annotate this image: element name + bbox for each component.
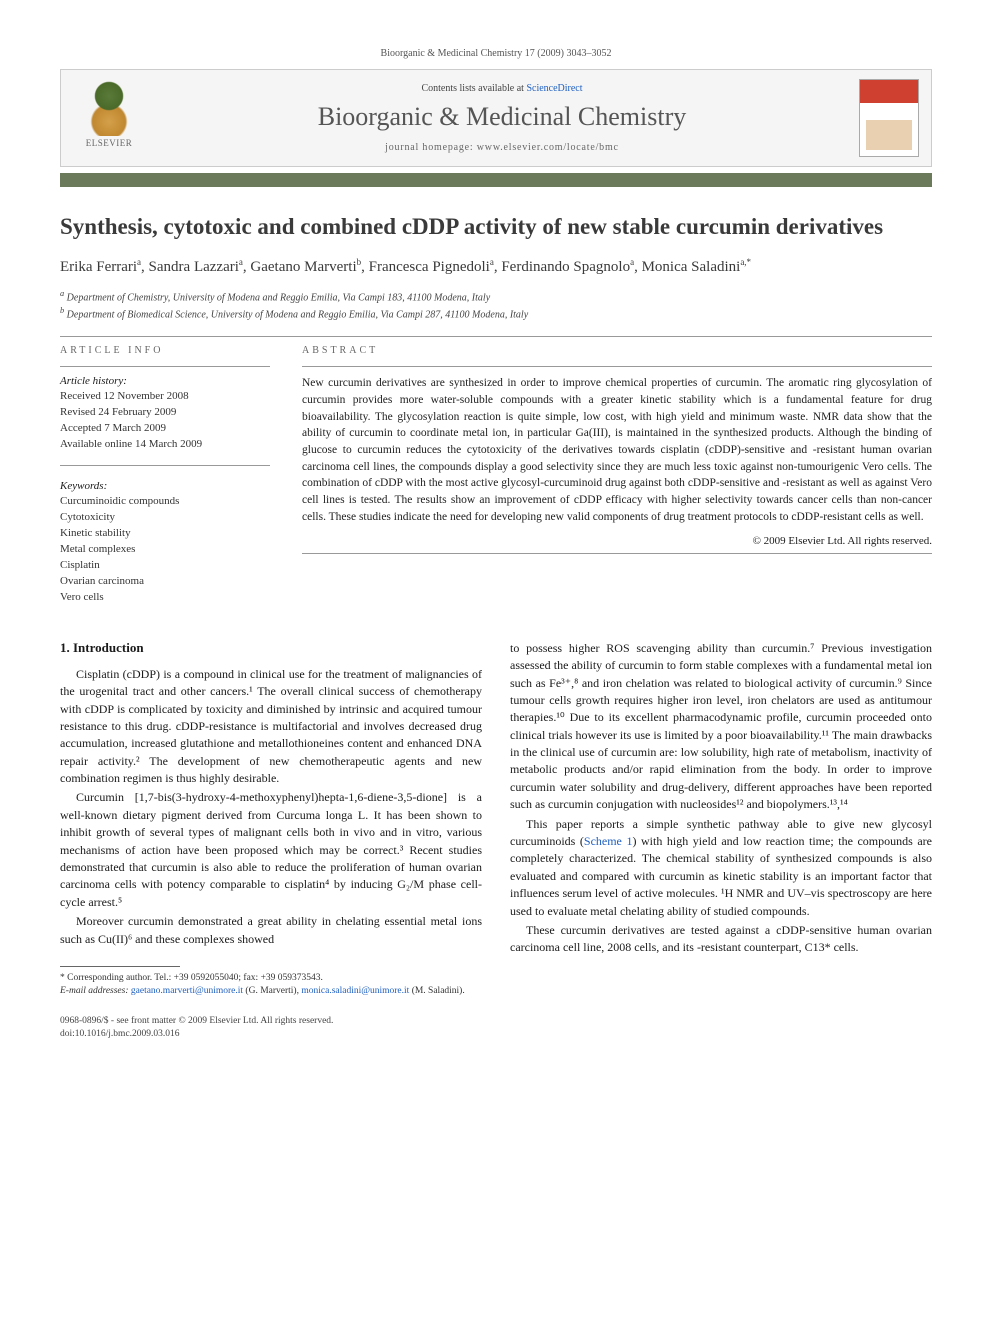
contents-prefix: Contents lists available at [421, 83, 526, 94]
abstract-copyright: © 2009 Elsevier Ltd. All rights reserved… [302, 535, 932, 547]
author-list: Erika Ferraria, Sandra Lazzaria, Gaetano… [60, 256, 932, 278]
journal-homepage-line: journal homepage: www.elsevier.com/locat… [161, 142, 843, 153]
keyword-item: Cisplatin [60, 558, 270, 574]
journal-name: Bioorganic & Medicinal Chemistry [161, 102, 843, 132]
intro-para-6: These curcumin derivatives are tested ag… [510, 922, 932, 957]
keywords-label: Keywords: [60, 480, 270, 492]
elsevier-tree-icon [85, 88, 133, 136]
journal-cover-thumbnail [859, 79, 919, 157]
email-who-1: (G. Marverti), [243, 986, 301, 996]
email-addresses-line: E-mail addresses: gaetano.marverti@unimo… [60, 985, 482, 998]
journal-banner: ELSEVIER Contents lists available at Sci… [60, 69, 932, 167]
keyword-item: Metal complexes [60, 542, 270, 558]
scheme-1-link[interactable]: Scheme 1 [584, 834, 633, 848]
running-header: Bioorganic & Medicinal Chemistry 17 (200… [60, 48, 932, 59]
article-history-label: Article history: [60, 375, 270, 387]
front-matter-line: 0968-0896/$ - see front matter © 2009 El… [60, 1015, 482, 1028]
keyword-item: Curcuminoidic compounds [60, 494, 270, 510]
homepage-prefix: journal homepage: [385, 142, 477, 153]
separator-rule [60, 336, 932, 337]
keyword-item: Vero cells [60, 590, 270, 606]
keyword-item: Kinetic stability [60, 526, 270, 542]
email-link-saladini[interactable]: monica.saladini@unimore.it [301, 986, 409, 996]
email-link-marverti[interactable]: gaetano.marverti@unimore.it [131, 986, 243, 996]
section-1-heading: 1. Introduction [60, 640, 482, 656]
abstract-text: New curcumin derivatives are synthesized… [302, 375, 932, 525]
doi-line: doi:10.1016/j.bmc.2009.03.016 [60, 1028, 482, 1041]
abstract-label: ABSTRACT [302, 345, 932, 356]
intro-para-1: Cisplatin (cDDP) is a compound in clinic… [60, 666, 482, 788]
article-title: Synthesis, cytotoxic and combined cDDP a… [60, 213, 932, 242]
color-bar [60, 173, 932, 187]
intro-para-5: This paper reports a simple synthetic pa… [510, 816, 932, 920]
keyword-item: Ovarian carcinoma [60, 574, 270, 590]
keyword-item: Cytotoxicity [60, 510, 270, 526]
footer-copyright-line: 0968-0896/$ - see front matter © 2009 El… [60, 1015, 482, 1042]
intro-para-2: Curcumin [1,7-bis(3-hydroxy-4-methoxyphe… [60, 789, 482, 911]
history-accepted: Accepted 7 March 2009 [60, 421, 270, 437]
homepage-url[interactable]: www.elsevier.com/locate/bmc [477, 142, 619, 153]
affiliations: a Department of Chemistry, University of… [60, 288, 932, 323]
affiliation-a: a Department of Chemistry, University of… [60, 288, 932, 305]
affiliation-b: b Department of Biomedical Science, Univ… [60, 305, 932, 322]
history-received: Received 12 November 2008 [60, 389, 270, 405]
intro-para-3: Moreover curcumin demonstrated a great a… [60, 913, 482, 948]
email-who-2: (M. Saladini). [409, 986, 464, 996]
publisher-label: ELSEVIER [86, 138, 133, 148]
intro-para-4: to possess higher ROS scavenging ability… [510, 640, 932, 814]
footnotes: * Corresponding author. Tel.: +39 059205… [60, 966, 482, 999]
article-info-label: ARTICLE INFO [60, 345, 270, 356]
history-revised: Revised 24 February 2009 [60, 405, 270, 421]
corresponding-author-note: * Corresponding author. Tel.: +39 059205… [60, 972, 482, 985]
contents-available-line: Contents lists available at ScienceDirec… [161, 83, 843, 94]
sciencedirect-link[interactable]: ScienceDirect [526, 83, 582, 94]
history-online: Available online 14 March 2009 [60, 437, 270, 453]
publisher-logo: ELSEVIER [73, 78, 145, 158]
email-label: E-mail addresses: [60, 986, 129, 996]
